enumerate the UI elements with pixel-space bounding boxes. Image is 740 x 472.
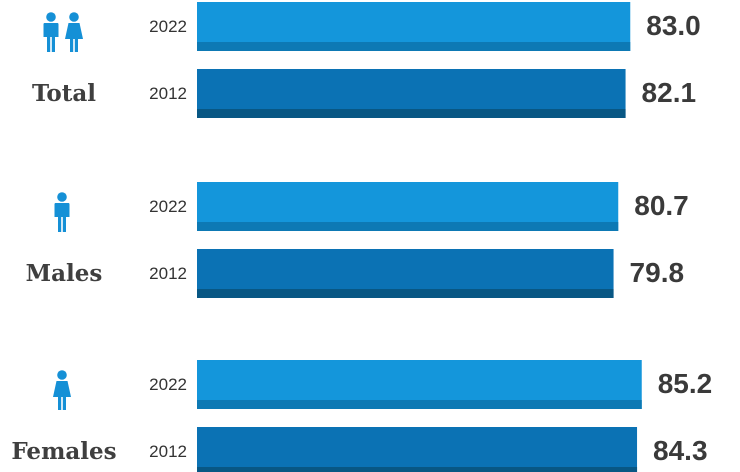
year-label: 2012 xyxy=(149,264,187,283)
value-label: 84.3 xyxy=(653,435,708,466)
female-icon xyxy=(53,370,71,410)
year-label: 2022 xyxy=(149,17,187,36)
male-icon xyxy=(54,192,70,232)
male-icon xyxy=(43,12,59,52)
bar-shade-females-2012 xyxy=(197,467,638,472)
female-icon xyxy=(65,12,83,52)
year-label: 2012 xyxy=(149,84,187,103)
bar-shade-females-2022 xyxy=(197,400,642,409)
group-label-females: Females xyxy=(11,438,116,465)
bar-shade-males-2012 xyxy=(197,289,614,298)
value-label: 83.0 xyxy=(646,10,701,41)
year-label: 2022 xyxy=(149,375,187,394)
group-label-males: Males xyxy=(26,260,103,287)
year-label: 2022 xyxy=(149,197,187,216)
year-label: 2012 xyxy=(149,442,187,461)
value-label: 82.1 xyxy=(642,77,697,108)
group-label-total: Total xyxy=(32,80,96,107)
bar-females-2012 xyxy=(197,427,638,472)
value-label: 80.7 xyxy=(634,190,689,221)
bar-shade-total-2012 xyxy=(197,109,626,118)
bars-layer: Total 2022 83.0 2012 82.1 Males 2022 80.7 2012 79… xyxy=(11,2,712,472)
bar-shade-males-2022 xyxy=(197,222,619,231)
value-label: 79.8 xyxy=(630,257,685,288)
value-label: 85.2 xyxy=(658,368,713,399)
bar-shade-total-2022 xyxy=(197,42,631,51)
